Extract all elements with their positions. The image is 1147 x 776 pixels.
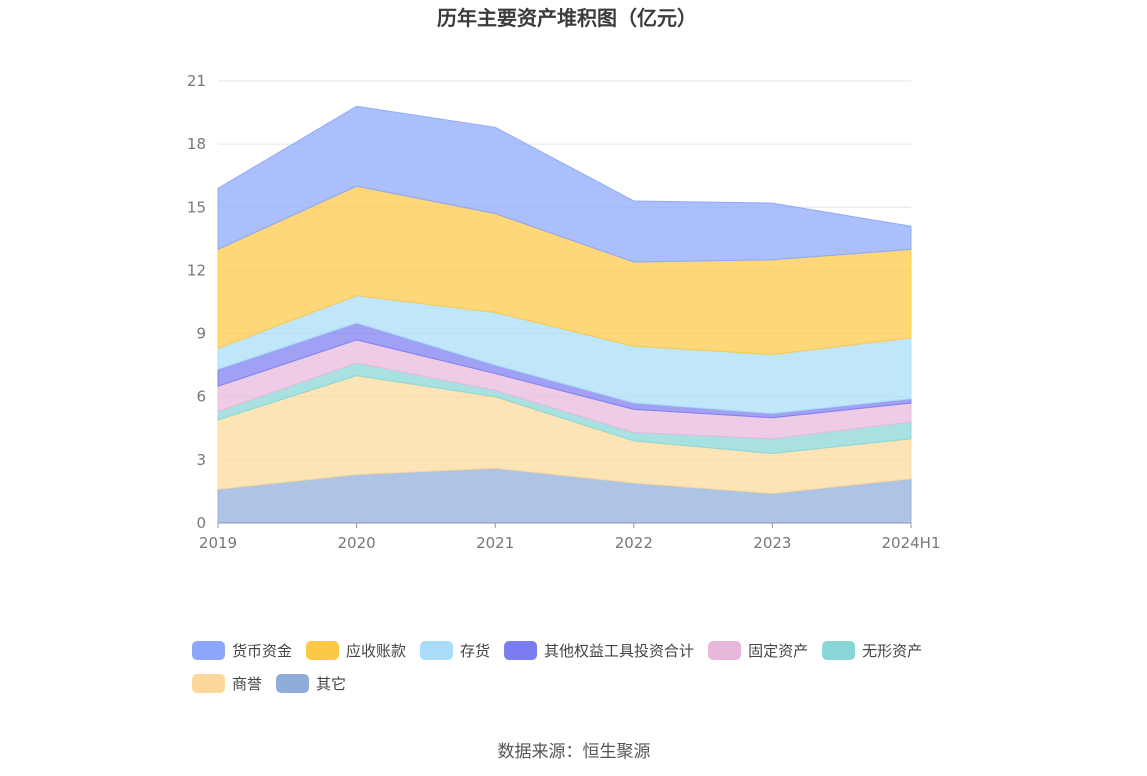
area-series-7 (217, 105, 912, 263)
x-tick-label: 2019 (199, 534, 237, 552)
legend-swatch (276, 674, 310, 693)
x-tick-label: 2021 (476, 534, 514, 552)
y-tick-label: 15 (187, 198, 206, 216)
legend-label: 其它 (316, 675, 346, 693)
y-tick-label: 9 (196, 325, 206, 343)
area-series (217, 105, 912, 524)
y-tick-label: 3 (196, 451, 206, 469)
legend-label: 商誉 (232, 675, 262, 693)
legend-label: 应收账款 (346, 642, 406, 660)
x-tick-label: 2023 (753, 534, 791, 552)
legend-label: 固定资产 (748, 642, 808, 660)
legend-label: 货币资金 (232, 642, 292, 660)
y-tick-label: 18 (187, 135, 206, 153)
legend-swatch (192, 641, 225, 660)
legend-item[interactable]: 存货 (420, 641, 490, 660)
legend-label: 存货 (460, 642, 490, 660)
legend-item[interactable]: 商誉 (192, 674, 262, 693)
y-tick-label: 6 (196, 388, 206, 406)
data-source-note: 数据来源：恒生聚源 (498, 742, 651, 762)
legend-label: 无形资产 (862, 642, 922, 660)
legend-item[interactable]: 其他权益工具投资合计 (504, 641, 694, 660)
legend-swatch (708, 641, 742, 660)
legend-item[interactable]: 其它 (276, 674, 346, 693)
legend-item[interactable]: 应收账款 (306, 641, 406, 660)
legend-swatch (306, 641, 340, 660)
legend-swatch (192, 674, 225, 693)
chart-title: 历年主要资产堆积图（亿元） (437, 6, 697, 30)
y-tick-label: 21 (187, 72, 206, 90)
x-tick-label: 2024H1 (882, 534, 941, 552)
legend-item[interactable]: 固定资产 (708, 641, 808, 660)
y-tick-label: 12 (187, 261, 206, 279)
legend-swatch (822, 641, 856, 660)
x-tick-label: 2022 (615, 534, 653, 552)
legend-item[interactable]: 货币资金 (192, 641, 292, 660)
x-tick-label: 2020 (338, 534, 376, 552)
legend-swatch (420, 641, 454, 660)
legend-swatch (504, 641, 538, 660)
y-tick-label: 0 (196, 514, 206, 532)
axes: 0 3 6 9 12 15 18 21 2019 2020 2021 2022 2023 2024H1 (187, 72, 941, 552)
legend-item[interactable]: 无形资产 (822, 641, 922, 660)
legend-label: 其他权益工具投资合计 (544, 642, 694, 660)
